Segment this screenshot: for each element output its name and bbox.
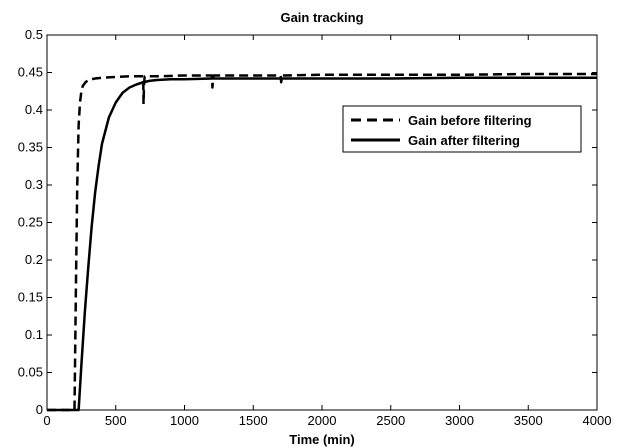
chart-title: Gain tracking <box>280 10 363 25</box>
x-tick-label: 2000 <box>308 413 337 428</box>
y-tick-label: 0.2 <box>25 252 43 267</box>
y-tick-label: 0.5 <box>25 27 43 42</box>
axis-ticks: 0 500 1000 1500 2000 2500 3000 3500 4000 0 0.05 0.1… <box>18 27 612 428</box>
series-layer <box>47 72 597 412</box>
y-tick-label: 0.35 <box>18 140 43 155</box>
x-tick-label: 1000 <box>170 413 199 428</box>
x-tick-label: 1500 <box>239 413 268 428</box>
y-tick-label: 0.15 <box>18 290 43 305</box>
x-tick-label: 3500 <box>514 413 543 428</box>
y-tick-label: 0.25 <box>18 215 43 230</box>
x-tick-label: 2500 <box>376 413 405 428</box>
y-tick-label: 0.05 <box>18 365 43 380</box>
x-axis-label: Time (min) <box>289 432 355 447</box>
plot-area <box>46 34 598 411</box>
x-tick-label: 500 <box>105 413 127 428</box>
legend-label-after-filtering: Gain after filtering <box>408 133 520 148</box>
legend-box <box>342 105 582 153</box>
y-tick-label: 0.3 <box>25 177 43 192</box>
y-tick-label: 0.1 <box>25 327 43 342</box>
x-tick-label: 3000 <box>445 413 474 428</box>
x-tick-label: 4000 <box>583 413 612 428</box>
series-line-after-filtering <box>47 76 597 412</box>
legend: Gain before filtering Gain after filteri… <box>342 105 582 153</box>
y-tick-label: 0 <box>36 402 43 417</box>
series-line-before-filtering <box>47 72 597 412</box>
legend-label-before-filtering: Gain before filtering <box>408 113 532 128</box>
y-tick-label: 0.4 <box>25 102 43 117</box>
x-tick-label: 0 <box>43 413 50 428</box>
y-tick-label: 0.45 <box>18 65 43 80</box>
